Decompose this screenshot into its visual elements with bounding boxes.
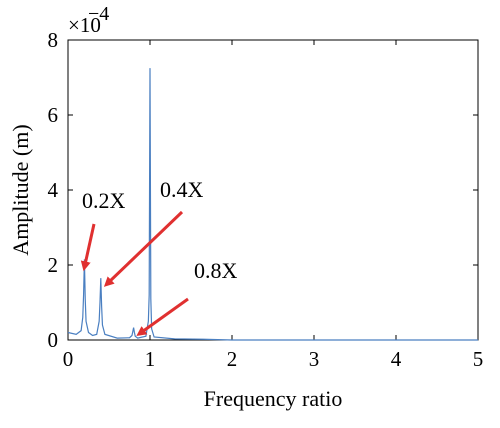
- y-tick-label-2: 4: [48, 178, 59, 202]
- plot-area: [67, 39, 479, 341]
- x-tick-label-1: 1: [145, 347, 156, 371]
- y-scale-label: ×10 −4: [68, 3, 109, 37]
- y-tick-label-0: 0: [48, 328, 59, 352]
- x-tick-label-0: 0: [63, 347, 74, 371]
- x-tick-label-4: 4: [391, 347, 402, 371]
- tick-labels: 0 1 2 3 4 5 0 2 4 6 8: [48, 28, 484, 371]
- annotation-label-0: 0.2X: [82, 188, 126, 213]
- annotations: 0.2X 0.4X 0.8X: [80, 177, 238, 336]
- y-tick-label-1: 2: [48, 253, 59, 277]
- y-scale-multiplier: ×10: [68, 13, 101, 37]
- annotation-arrow-1: [103, 210, 184, 287]
- annotation-label-2: 0.8X: [194, 258, 238, 283]
- annotation-arrow-0: [80, 223, 96, 272]
- annotation-label-1: 0.4X: [160, 177, 204, 202]
- series-layer: [67, 68, 478, 341]
- series-line-0: [67, 68, 478, 341]
- x-tick-label-2: 2: [227, 347, 238, 371]
- y-tick-label-3: 6: [48, 103, 59, 127]
- y-tick-label-4: 8: [48, 28, 59, 52]
- annotation-arrow-2: [136, 297, 189, 336]
- x-tick-label-5: 5: [473, 347, 484, 371]
- x-axis-title: Frequency ratio: [204, 386, 343, 411]
- x-tick-label-3: 3: [309, 347, 320, 371]
- y-axis-title: Amplitude (m): [8, 124, 33, 255]
- y-scale-exponent: −4: [88, 3, 109, 25]
